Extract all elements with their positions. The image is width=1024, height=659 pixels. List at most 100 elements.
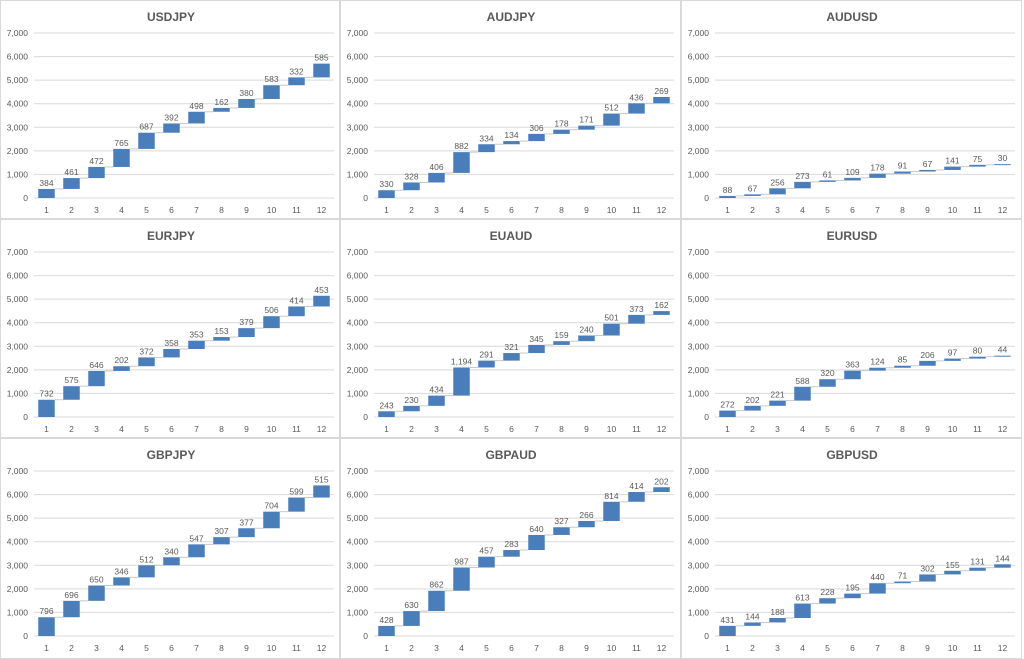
chart-panel-audusd: AUDUSD 0 1,000 2,000 3,000 4,000 5,000 6,000 7,0…: [681, 0, 1022, 219]
x-tick-label: 7: [194, 424, 199, 434]
data-label: 134: [504, 130, 518, 140]
x-tick-label: 9: [925, 205, 930, 215]
y-tick-label: 7,000: [688, 466, 710, 476]
waterfall-chart: GBPAUD 0 1,000 2,000 3,000 4,000 5,000 6,000 7,0…: [347, 448, 674, 653]
x-tick-label: 8: [559, 205, 564, 215]
x-tick-label: 2: [750, 424, 755, 434]
waterfall-bar: [719, 625, 736, 636]
waterfall-bar: [288, 306, 305, 317]
data-label: 613: [795, 593, 809, 603]
data-label: 44: [998, 345, 1008, 355]
waterfall-bar: [313, 485, 330, 498]
x-tick-label: 11: [632, 205, 641, 215]
data-label: 585: [314, 53, 328, 63]
data-label: 506: [264, 305, 278, 315]
x-tick-label: 4: [119, 424, 124, 434]
x-tick-label: 8: [219, 643, 224, 653]
x-tick-label: 1: [44, 205, 49, 215]
waterfall-bar: [653, 487, 670, 493]
waterfall-bar: [288, 497, 305, 512]
x-tick-label: 8: [900, 643, 905, 653]
waterfall-bar: [794, 603, 811, 619]
y-tick-label: 3,000: [347, 560, 369, 570]
waterfall-bar: [769, 188, 786, 195]
x-tick-label: 12: [317, 424, 327, 434]
data-label: 266: [579, 510, 593, 520]
y-tick-label: 6,000: [688, 52, 710, 62]
data-label: 512: [139, 554, 153, 564]
data-label: 377: [239, 517, 253, 527]
x-tick-label: 6: [169, 643, 174, 653]
x-tick-label: 7: [875, 205, 880, 215]
data-label: 575: [64, 375, 78, 385]
data-label: 512: [604, 103, 618, 113]
data-label: 144: [995, 553, 1009, 563]
x-tick-label: 2: [69, 205, 74, 215]
x-tick-label: 11: [632, 643, 641, 653]
waterfall-bar: [553, 129, 570, 134]
y-tick-label: 6,000: [7, 490, 29, 500]
data-label: 321: [504, 342, 518, 352]
y-tick-label: 6,000: [688, 271, 710, 281]
data-label: 195: [845, 583, 859, 593]
x-tick-label: 3: [94, 205, 99, 215]
data-label: 206: [920, 350, 934, 360]
y-tick-label: 1,000: [7, 169, 29, 179]
data-label: 71: [898, 571, 908, 581]
chart-title: GBPJPY: [147, 448, 196, 462]
x-tick-label: 12: [317, 643, 327, 653]
data-label: 141: [945, 156, 959, 166]
waterfall-bar: [478, 144, 495, 153]
data-label: 230: [404, 395, 418, 405]
x-tick-label: 1: [725, 424, 730, 434]
x-tick-label: 5: [825, 424, 830, 434]
x-tick-label: 8: [559, 643, 564, 653]
y-tick-label: 0: [23, 631, 28, 641]
y-tick-label: 4,000: [7, 318, 29, 328]
data-label: 283: [504, 539, 518, 549]
x-tick-label: 3: [94, 643, 99, 653]
x-tick-label: 12: [657, 424, 667, 434]
y-tick-label: 0: [23, 412, 28, 422]
data-label: 75: [973, 154, 983, 164]
data-label: 109: [845, 167, 859, 177]
x-tick-label: 1: [384, 424, 389, 434]
waterfall-bar: [819, 379, 836, 387]
data-label: 428: [379, 615, 393, 625]
data-label: 1,194: [451, 356, 473, 366]
x-tick-label: 3: [775, 205, 780, 215]
x-tick-label: 12: [998, 424, 1008, 434]
x-tick-label: 11: [973, 205, 982, 215]
waterfall-bar: [63, 178, 80, 189]
waterfall-bar: [919, 169, 936, 172]
waterfall-bar: [113, 577, 130, 586]
y-tick-label: 5,000: [347, 75, 369, 85]
x-tick-label: 8: [900, 205, 905, 215]
x-tick-label: 12: [998, 643, 1008, 653]
chart-panel-eurjpy: EURJPY 0 1,000 2,000 3,000 4,000 5,000 6,000 7,0…: [0, 219, 340, 438]
waterfall-bar: [403, 405, 420, 412]
data-label: 269: [654, 86, 668, 96]
y-tick-label: 2,000: [7, 365, 29, 375]
y-tick-label: 2,000: [688, 584, 710, 594]
waterfall-bar: [528, 133, 545, 142]
waterfall-bar: [213, 537, 230, 545]
y-tick-label: 7,000: [688, 247, 710, 257]
data-label: 202: [654, 476, 668, 486]
x-tick-label: 10: [267, 424, 277, 434]
waterfall-bar: [403, 182, 420, 191]
waterfall-bar: [138, 357, 155, 367]
data-label: 583: [264, 74, 278, 84]
data-label: 273: [795, 171, 809, 181]
y-tick-label: 1,000: [7, 388, 29, 398]
y-tick-label: 3,000: [688, 341, 710, 351]
chart-title: USDJPY: [147, 10, 195, 24]
x-tick-label: 10: [607, 424, 617, 434]
y-tick-label: 4,000: [7, 99, 29, 109]
x-tick-label: 11: [632, 424, 641, 434]
waterfall-bar: [113, 366, 130, 371]
x-tick-label: 12: [657, 643, 667, 653]
waterfall-bar: [263, 316, 280, 329]
y-tick-label: 4,000: [688, 99, 710, 109]
x-tick-label: 2: [409, 205, 414, 215]
